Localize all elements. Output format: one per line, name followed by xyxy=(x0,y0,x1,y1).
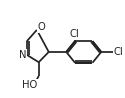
Text: Cl: Cl xyxy=(70,29,79,39)
Text: N: N xyxy=(19,50,26,60)
Text: Cl: Cl xyxy=(114,47,124,57)
Text: O: O xyxy=(38,22,46,32)
Text: HO: HO xyxy=(22,80,38,90)
